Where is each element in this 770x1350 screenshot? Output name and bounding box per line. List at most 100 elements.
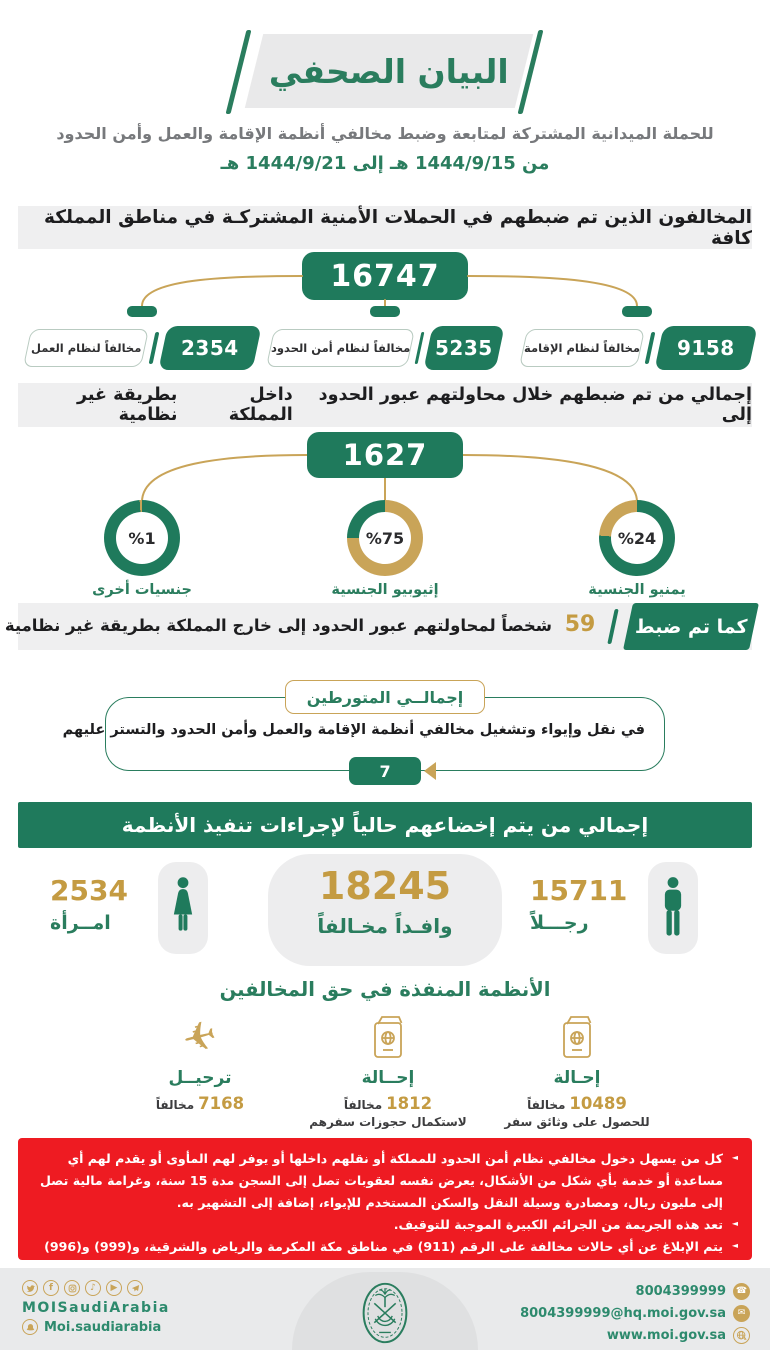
executed-rules-heading: الأنظمة المنفذة في حق المخالفين bbox=[219, 978, 551, 1001]
airplane-icon: ✈ bbox=[178, 1011, 222, 1065]
stat-label: مخالفاً لنظام العمل bbox=[30, 341, 142, 355]
donut-label: جنسيات أخرى bbox=[92, 582, 192, 598]
donut-hole: %75 bbox=[359, 512, 411, 564]
donut-percent: %1 bbox=[128, 528, 156, 548]
telegram-icon[interactable] bbox=[127, 1280, 143, 1296]
male-icon-tile bbox=[648, 862, 698, 954]
rule-unit: مخالفاً bbox=[155, 1098, 195, 1112]
connector-stub bbox=[370, 306, 400, 317]
page-title: البيان الصحفي bbox=[269, 51, 509, 91]
footer-social-block: f ♪ ▶ MOISaudiArabia Moi.saudiarabia bbox=[22, 1280, 242, 1335]
women-value: 2534 bbox=[50, 874, 128, 907]
badge-also-arrested: كما تم ضبط bbox=[623, 603, 759, 650]
men-value: 15711 bbox=[530, 874, 628, 907]
donut-hole: %24 bbox=[611, 512, 663, 564]
stat-value-box: 9158 bbox=[654, 326, 758, 370]
donut-percent: %24 bbox=[617, 528, 657, 548]
enforcement-banner: إجمالي من يتم إخضاعهم حالياً لإجراءات تن… bbox=[18, 802, 752, 848]
rule-unit: مخالفاً bbox=[343, 1098, 383, 1112]
involved-title: إجمالــي المتورطين bbox=[285, 680, 485, 714]
donut-hole: %1 bbox=[116, 512, 168, 564]
website-row[interactable]: www.moi.gov.sa bbox=[470, 1324, 750, 1346]
rule-unit: مخالفاً bbox=[527, 1098, 566, 1112]
title-banner: البيان الصحفي bbox=[244, 34, 534, 108]
heading-text: إجمالي من تم ضبطهم خلال محاولتهم عبور ال… bbox=[318, 385, 752, 425]
email-address[interactable]: 8004399999@hq.moi.gov.sa bbox=[520, 1305, 726, 1321]
expat-total-value: 18245 bbox=[318, 864, 452, 908]
donut-chart-other: %1 bbox=[104, 500, 180, 576]
social-handle[interactable]: MOISaudiArabia bbox=[22, 1300, 170, 1316]
stat-label: مخالفاً لنظام أمن الحدود bbox=[271, 341, 411, 355]
rule-value: 10489 bbox=[569, 1094, 627, 1113]
female-icon-tile bbox=[158, 862, 208, 954]
heading-bold: داخل المملكة bbox=[228, 385, 293, 425]
stat-pill-residency: 9158 مخالفاً لنظام الإقامة bbox=[518, 326, 758, 370]
snapchat-row[interactable]: Moi.saudiarabia bbox=[22, 1319, 242, 1335]
passport-icon bbox=[472, 1012, 682, 1064]
website-url[interactable]: www.moi.gov.sa bbox=[606, 1327, 726, 1343]
slash-divider-icon bbox=[644, 332, 656, 364]
stat-label-box: مخالفاً لنظام أمن الحدود bbox=[265, 329, 416, 367]
rule-referral-documents: إحـالة 10489مخالفاً للحصول على وثائق سفر bbox=[472, 1012, 682, 1129]
stat-pill-labor: 2354 مخالفاً لنظام العمل bbox=[22, 326, 262, 370]
involved-body: في نقل وإيواء وتشغيل مخالفي أنظمة الإقام… bbox=[62, 722, 645, 738]
rule-value-row: 1812مخالفاً bbox=[283, 1094, 493, 1113]
youtube-icon[interactable]: ▶ bbox=[106, 1280, 122, 1296]
donut-chart-ethiopian: %75 bbox=[347, 500, 423, 576]
tiktok-icon[interactable]: ♪ bbox=[85, 1280, 101, 1296]
rule-title: إحـالة bbox=[553, 1068, 601, 1088]
stat-value-box: 2354 bbox=[158, 326, 262, 370]
arrow-left-icon bbox=[424, 762, 436, 780]
outside-text-suffix: بطريقة غير نظامية bbox=[4, 616, 161, 635]
twitter-icon[interactable] bbox=[22, 1280, 38, 1296]
moi-emblem-icon bbox=[362, 1282, 408, 1344]
rule-value-row: 7168مخالفاً bbox=[95, 1094, 305, 1113]
campaign-total-value: 16747 bbox=[302, 252, 468, 300]
phone-row[interactable]: ☎ 8004399999 bbox=[470, 1280, 750, 1302]
donut-percent: %75 bbox=[365, 528, 405, 548]
section-heading-campaign-total: المخالفون الذين تم ضبطهم في الحملات الأم… bbox=[18, 206, 752, 249]
stat-label: مخالفاً لنظام الإقامة bbox=[524, 341, 641, 355]
phone-number[interactable]: 8004399999 bbox=[635, 1283, 726, 1299]
outside-text: شخصاً لمحاولتهم عبور الحدود إلى خارج الم… bbox=[5, 616, 552, 635]
center-blob bbox=[268, 854, 502, 966]
men-label: رجـــلاً bbox=[530, 912, 589, 934]
involved-value: 7 bbox=[349, 757, 421, 785]
warning-bullet: كل من يسهل دخول مخالفي نظام أمن الحدود ل… bbox=[32, 1148, 738, 1214]
slash-divider-icon bbox=[414, 332, 425, 364]
rule-referral-bookings: إحــالة 1812مخالفاً لاستكمال حجوزات سفره… bbox=[283, 1012, 493, 1129]
rule-title: إحــالة bbox=[361, 1068, 415, 1088]
heading-text: بطريقة غير نظامية bbox=[77, 385, 178, 425]
outside-text-prefix: شخصاً لمحاولتهم عبور الحدود إلى bbox=[277, 616, 552, 635]
snapchat-handle[interactable]: Moi.saudiarabia bbox=[44, 1319, 162, 1335]
facebook-icon[interactable]: f bbox=[43, 1280, 59, 1296]
rule-title: ترحيــل bbox=[168, 1068, 232, 1088]
rule-value: 1812 bbox=[386, 1094, 433, 1113]
stat-value: 5235 bbox=[435, 336, 493, 360]
globe-icon bbox=[733, 1326, 750, 1344]
stat-value: 2354 bbox=[181, 336, 239, 360]
outside-value: 59 bbox=[564, 612, 596, 637]
section-heading-inside-kingdom: إجمالي من تم ضبطهم خلال محاولتهم عبور ال… bbox=[18, 383, 752, 427]
rule-sub: للحصول على وثائق سفر bbox=[504, 1115, 650, 1129]
phone-icon: ☎ bbox=[733, 1282, 750, 1300]
snapchat-icon[interactable] bbox=[22, 1319, 38, 1335]
campaign-subtitle: للحملة الميدانية المشتركة لمتابعة وضبط م… bbox=[56, 124, 714, 143]
women-label: امــرأة bbox=[50, 912, 111, 934]
stat-label-box: مخالفاً لنظام العمل bbox=[22, 329, 150, 367]
passport-icon bbox=[283, 1012, 493, 1064]
badge-label: كما تم ضبط bbox=[634, 615, 748, 638]
footer-contact-block: ☎ 8004399999 ✉ 8004399999@hq.moi.gov.sa … bbox=[470, 1280, 750, 1346]
stat-value-box: 5235 bbox=[423, 326, 505, 370]
warning-bullet: تعد هذه الجريمة من الجرائم الكبيرة الموج… bbox=[32, 1214, 738, 1236]
rule-value: 7168 bbox=[198, 1094, 245, 1113]
instagram-icon[interactable] bbox=[64, 1280, 80, 1296]
male-icon bbox=[664, 877, 682, 936]
rule-deportation: ✈ ترحيــل 7168مخالفاً bbox=[95, 1012, 305, 1115]
rule-sub: لاستكمال حجوزات سفرهم bbox=[309, 1115, 467, 1129]
female-icon bbox=[173, 877, 193, 931]
slash-divider-icon bbox=[148, 332, 160, 364]
stat-pill-border-security: 5235 مخالفاً لنظام أمن الحدود bbox=[265, 326, 505, 370]
stat-value: 9158 bbox=[677, 336, 735, 360]
email-row[interactable]: ✉ 8004399999@hq.moi.gov.sa bbox=[470, 1302, 750, 1324]
